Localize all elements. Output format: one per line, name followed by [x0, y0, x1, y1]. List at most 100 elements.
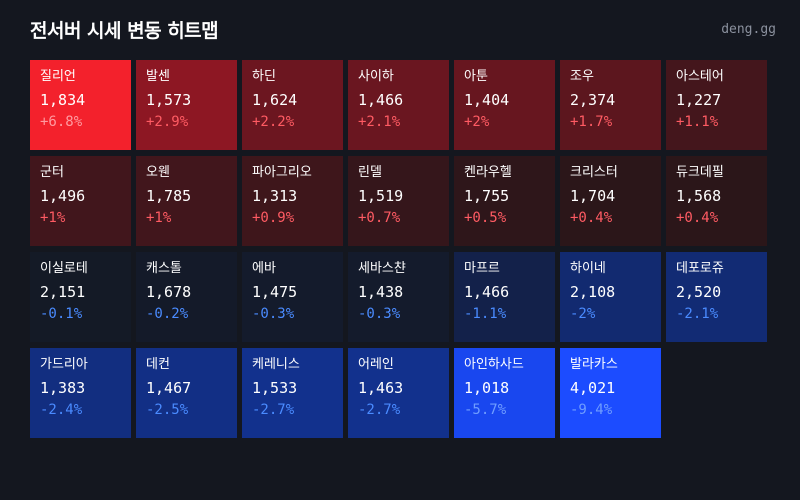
server-tile[interactable]: 조우 2,374 +1.7% [560, 60, 661, 150]
server-change: +1.7% [570, 114, 613, 130]
server-change: +0.5% [464, 210, 507, 226]
server-price: 1,018 [464, 379, 510, 397]
server-change: -0.2% [146, 306, 189, 322]
server-change: +2% [464, 114, 490, 130]
server-name: 케레니스 [252, 357, 300, 372]
server-price: 1,404 [464, 91, 510, 109]
server-name: 아스테어 [676, 69, 724, 84]
server-tile[interactable]: 하이네 2,108 -2% [560, 252, 661, 342]
server-tile[interactable]: 듀크데필 1,568 +0.4% [666, 156, 767, 246]
server-change: +1.1% [676, 114, 719, 130]
server-name: 캐스톨 [146, 261, 182, 276]
server-name: 아인하사드 [464, 357, 524, 372]
server-tile[interactable]: 파아그리오 1,313 +0.9% [242, 156, 343, 246]
server-price: 1,785 [146, 187, 192, 205]
server-tile[interactable]: 아스테어 1,227 +1.1% [666, 60, 767, 150]
server-name: 세바스챤 [358, 261, 406, 276]
server-name: 군터 [40, 165, 64, 180]
server-change: +0.9% [252, 210, 295, 226]
server-name: 에바 [252, 261, 276, 276]
server-price: 1,313 [252, 187, 298, 205]
server-tile[interactable]: 케레니스 1,533 -2.7% [242, 348, 343, 438]
server-change: +2.1% [358, 114, 401, 130]
server-name: 사이하 [358, 69, 394, 84]
server-name: 오웬 [146, 165, 170, 180]
server-tile[interactable]: 데포로쥬 2,520 -2.1% [666, 252, 767, 342]
server-tile[interactable]: 가드리아 1,383 -2.4% [30, 348, 131, 438]
server-tile[interactable]: 아툰 1,404 +2% [454, 60, 555, 150]
server-price: 1,466 [464, 283, 510, 301]
server-price: 4,021 [570, 379, 616, 397]
server-name: 발센 [146, 69, 170, 84]
server-tile[interactable]: 켄라우헬 1,755 +0.5% [454, 156, 555, 246]
server-name: 크리스터 [570, 165, 618, 180]
server-name: 이실로테 [40, 261, 88, 276]
server-tile[interactable]: 이실로테 2,151 -0.1% [30, 252, 131, 342]
server-change: +1% [146, 210, 172, 226]
server-tile[interactable]: 하딘 1,624 +2.2% [242, 60, 343, 150]
server-change: +2.2% [252, 114, 295, 130]
server-price: 2,520 [676, 283, 722, 301]
server-price: 2,108 [570, 283, 616, 301]
server-price: 1,383 [40, 379, 86, 397]
server-name: 켄라우헬 [464, 165, 512, 180]
page-title: 전서버 시세 변동 히트맵 [30, 19, 219, 42]
server-tile[interactable]: 군터 1,496 +1% [30, 156, 131, 246]
heatmap-grid: 질리언 1,834 +6.8% 발센 1,573 +2.9% 하딘 1,624 +2.2% 사이하… [30, 60, 767, 438]
server-tile[interactable]: 데컨 1,467 -2.5% [136, 348, 237, 438]
server-tile[interactable]: 발센 1,573 +2.9% [136, 60, 237, 150]
server-price: 1,496 [40, 187, 86, 205]
server-tile[interactable]: 질리언 1,834 +6.8% [30, 60, 131, 150]
server-change: -2.5% [146, 402, 189, 418]
server-change: -2.7% [358, 402, 401, 418]
server-change: +0.4% [570, 210, 613, 226]
server-name: 마프르 [464, 261, 500, 276]
server-tile[interactable]: 어레인 1,463 -2.7% [348, 348, 449, 438]
server-price: 1,755 [464, 187, 510, 205]
server-name: 데포로쥬 [676, 261, 724, 276]
server-tile[interactable]: 캐스톨 1,678 -0.2% [136, 252, 237, 342]
server-change: -9.4% [570, 402, 613, 418]
server-change: -2% [570, 306, 596, 322]
server-name: 발라카스 [570, 357, 618, 372]
server-name: 듀크데필 [676, 165, 724, 180]
server-price: 1,227 [676, 91, 722, 109]
server-change: +0.7% [358, 210, 401, 226]
server-change: -0.1% [40, 306, 83, 322]
server-price: 1,519 [358, 187, 404, 205]
server-change: +2.9% [146, 114, 189, 130]
server-name: 린델 [358, 165, 382, 180]
server-name: 하이네 [570, 261, 606, 276]
server-change: -0.3% [252, 306, 295, 322]
server-tile[interactable]: 오웬 1,785 +1% [136, 156, 237, 246]
server-price: 1,568 [676, 187, 722, 205]
server-name: 조우 [570, 69, 594, 84]
server-price: 2,374 [570, 91, 616, 109]
server-tile[interactable]: 아인하사드 1,018 -5.7% [454, 348, 555, 438]
server-tile[interactable]: 에바 1,475 -0.3% [242, 252, 343, 342]
server-tile[interactable]: 발라카스 4,021 -9.4% [560, 348, 661, 438]
server-tile[interactable]: 사이하 1,466 +2.1% [348, 60, 449, 150]
server-tile[interactable]: 크리스터 1,704 +0.4% [560, 156, 661, 246]
server-change: +6.8% [40, 114, 83, 130]
server-change: -5.7% [464, 402, 507, 418]
server-change: -2.4% [40, 402, 83, 418]
server-tile[interactable]: 마프르 1,466 -1.1% [454, 252, 555, 342]
server-change: -1.1% [464, 306, 507, 322]
server-name: 파아그리오 [252, 165, 312, 180]
server-change: -2.7% [252, 402, 295, 418]
server-price: 1,573 [146, 91, 192, 109]
server-change: -0.3% [358, 306, 401, 322]
server-tile[interactable]: 린델 1,519 +0.7% [348, 156, 449, 246]
server-price: 1,834 [40, 91, 86, 109]
server-price: 1,467 [146, 379, 192, 397]
server-change: +1% [40, 210, 66, 226]
server-name: 가드리아 [40, 357, 88, 372]
server-price: 1,624 [252, 91, 298, 109]
site-brand[interactable]: deng.gg [721, 21, 776, 37]
server-name: 하딘 [252, 69, 276, 84]
server-name: 어레인 [358, 357, 394, 372]
header: 전서버 시세 변동 히트맵 deng.gg [30, 14, 776, 44]
server-price: 1,533 [252, 379, 298, 397]
server-tile[interactable]: 세바스챤 1,438 -0.3% [348, 252, 449, 342]
